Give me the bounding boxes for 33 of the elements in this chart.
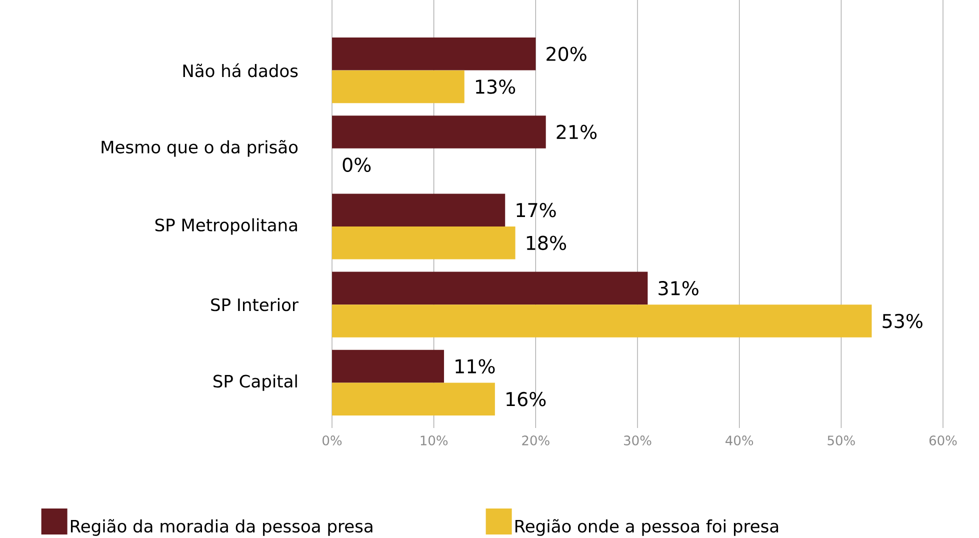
bar [332,194,506,226]
data-label: 31% [658,281,698,296]
bar [332,116,546,148]
bar [332,272,648,305]
data-label: 20% [546,46,586,62]
bar [332,350,444,383]
y-tick-label: SP Interior [211,298,298,312]
x-tick-label: 20% [522,436,550,446]
data-label: 17% [516,202,556,218]
y-tick-label: Não há dados [183,63,298,78]
x-tick-label: 10% [420,436,448,446]
x-tick-label: 0% [322,436,342,446]
bar [332,37,536,70]
data-label: 11% [456,359,495,374]
y-tick-label: Mesmo que o da prisão [102,140,298,157]
bar [332,226,516,260]
x-tick-label: 40% [726,436,754,446]
bar [332,382,495,416]
data-label: 13% [476,80,516,94]
bar [332,304,872,338]
data-label: 53% [882,314,922,328]
bar [332,70,464,104]
x-tick-label: 60% [929,436,957,446]
data-label: 16% [506,392,546,406]
legend-label: Região onde a pessoa foi presa [515,519,778,536]
x-tick-label: 50% [828,436,855,446]
data-label: 21% [556,124,597,140]
data-label: 0% [342,158,371,172]
data-label: 18% [526,236,566,250]
x-tick-label: 30% [624,436,652,446]
y-tick-label: SP Metropolitana [155,218,297,235]
y-tick-label: SP Capital [214,374,297,391]
legend-label: Região da moradia da pessoa presa [70,519,372,536]
